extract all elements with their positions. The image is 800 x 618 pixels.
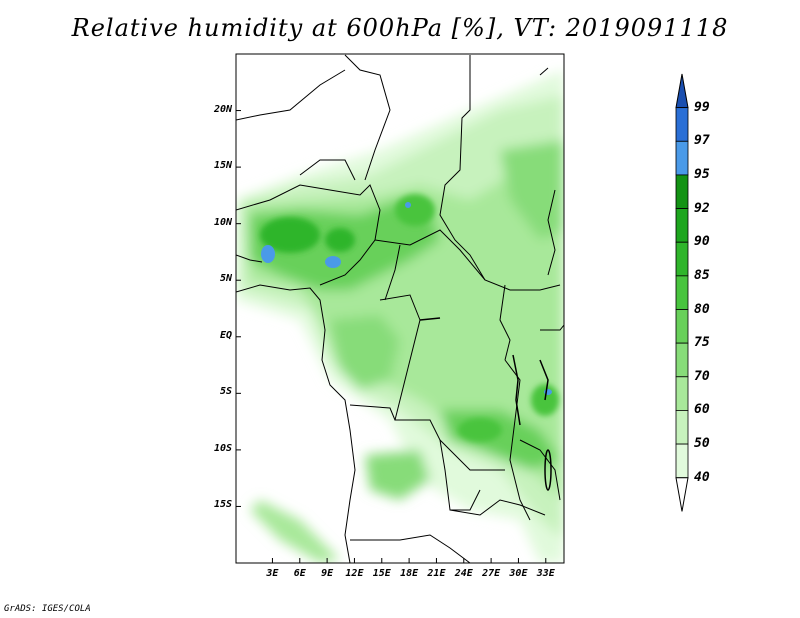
colorbar-level-label: 60 xyxy=(694,402,710,418)
rh-band-80b xyxy=(330,315,400,390)
lat-tick-label: 15N xyxy=(213,160,232,172)
rh-core-90e xyxy=(325,228,355,252)
lat-tick-label: 10N xyxy=(213,216,232,228)
lon-tick-label: 24E xyxy=(454,568,473,579)
humidity-field xyxy=(236,54,564,563)
lon-tick-label: 33E xyxy=(536,568,555,579)
colorbar-level-label: 97 xyxy=(694,133,710,149)
lon-tick-label: 30E xyxy=(509,568,528,579)
colorbar-level-label: 75 xyxy=(694,335,710,351)
lat-tick-label: 15S xyxy=(213,499,232,511)
colorbar-level-label: 92 xyxy=(694,200,710,216)
chart-title: Relative humidity at 600hPa [%], VT: 201… xyxy=(71,14,729,42)
lat-tick-label: 5N xyxy=(219,273,232,285)
lon-tick-label: 9E xyxy=(321,568,334,579)
rh-core-90 xyxy=(260,217,320,253)
lon-tick-label: 15E xyxy=(372,568,391,579)
lakes xyxy=(419,317,552,491)
colorbar-segment xyxy=(675,410,689,445)
colorbar-level-label: 50 xyxy=(694,436,710,452)
colorbar-segment xyxy=(675,174,689,209)
colorbar-segment xyxy=(675,309,689,344)
colorbar-segment xyxy=(675,342,689,378)
lat-tick-label: 10S xyxy=(213,442,232,454)
colorbar-level-label: 40 xyxy=(694,469,710,485)
colorbar-segment xyxy=(675,107,689,142)
rh-band-75 xyxy=(365,450,430,500)
lon-tick-label: 6E xyxy=(293,568,306,579)
lon-tick-label: 3E xyxy=(266,568,279,579)
colorbar-level-label: 85 xyxy=(694,267,710,283)
colorbar-segment xyxy=(675,443,689,479)
lon-tick-label: 12E xyxy=(345,568,364,579)
lat-tick-label: 5S xyxy=(219,386,232,398)
colorbar-segment xyxy=(675,241,689,277)
rh-band-swnt xyxy=(250,500,340,563)
colorbar-segment xyxy=(675,140,689,176)
rh-core-90b xyxy=(395,194,435,226)
colorbar-segment xyxy=(675,208,689,243)
colorbar-level-label: 90 xyxy=(694,234,710,250)
lon-tick-label: 27E xyxy=(482,568,501,579)
colorbar-max-triangle xyxy=(675,73,689,109)
colorbar-min-triangle xyxy=(675,477,689,512)
lon-tick-label: 18E xyxy=(400,568,419,579)
colorbar-level-label: 80 xyxy=(694,301,710,317)
colorbar-level-label: 95 xyxy=(694,166,710,182)
rh-band-85 xyxy=(500,140,564,240)
map-frame xyxy=(235,53,565,564)
rh-core-90c xyxy=(458,418,502,442)
colorbar-level-label: 70 xyxy=(694,368,710,384)
lon-tick-label: 21E xyxy=(427,568,446,579)
colorbar-level-label: 99 xyxy=(694,99,710,115)
rh-core-97c xyxy=(405,202,411,208)
credit-text: GrADS: IGES/COLA xyxy=(4,604,91,614)
axis-ticks xyxy=(236,110,547,563)
lat-tick-label: 20N xyxy=(213,103,232,115)
rh-core-97 xyxy=(261,245,275,263)
colorbar-segment xyxy=(675,275,689,310)
lat-tick-label: EQ xyxy=(219,329,232,341)
rh-core-97b xyxy=(325,256,341,268)
colorbar-segment xyxy=(675,376,689,411)
